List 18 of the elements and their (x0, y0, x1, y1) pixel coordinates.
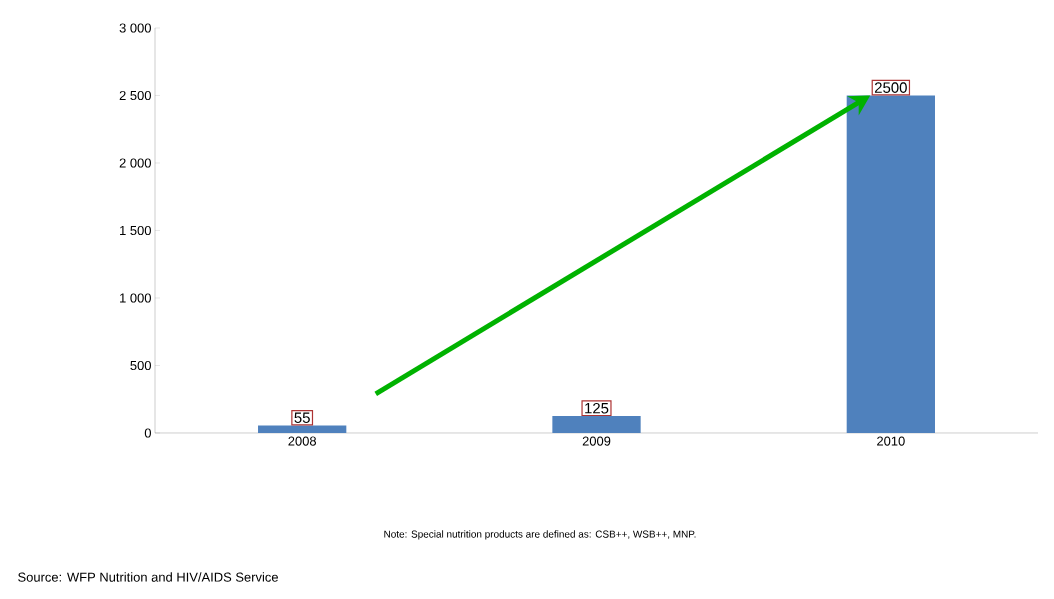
bar (552, 416, 641, 433)
data-label: 55 (294, 412, 310, 423)
x-tick-label: 2008 (288, 436, 317, 446)
data-label: 125 (585, 402, 609, 414)
y-tick-label: 2 500 (119, 90, 151, 101)
y-tick-label: 1 000 (120, 293, 151, 303)
y-tick-label: 0 (144, 428, 151, 438)
x-tick-label: 2009 (582, 436, 611, 446)
source-note: Source: WFP Nutrition and HIV/AIDS Service (18, 572, 278, 582)
y-tick-label: 500 (130, 360, 151, 371)
bar (258, 425, 347, 433)
y-tick-label: 2 000 (119, 158, 151, 168)
y-tick-label: 3 000 (119, 23, 151, 33)
x-tick-label: 2010 (877, 436, 905, 446)
data-label: 2500 (874, 82, 907, 93)
text: Note: Special nutrition products are defined as: CSB++, WSB++, MNP. (384, 530, 696, 540)
y-tick-label: 1 500 (120, 225, 151, 236)
bar (846, 95, 935, 433)
